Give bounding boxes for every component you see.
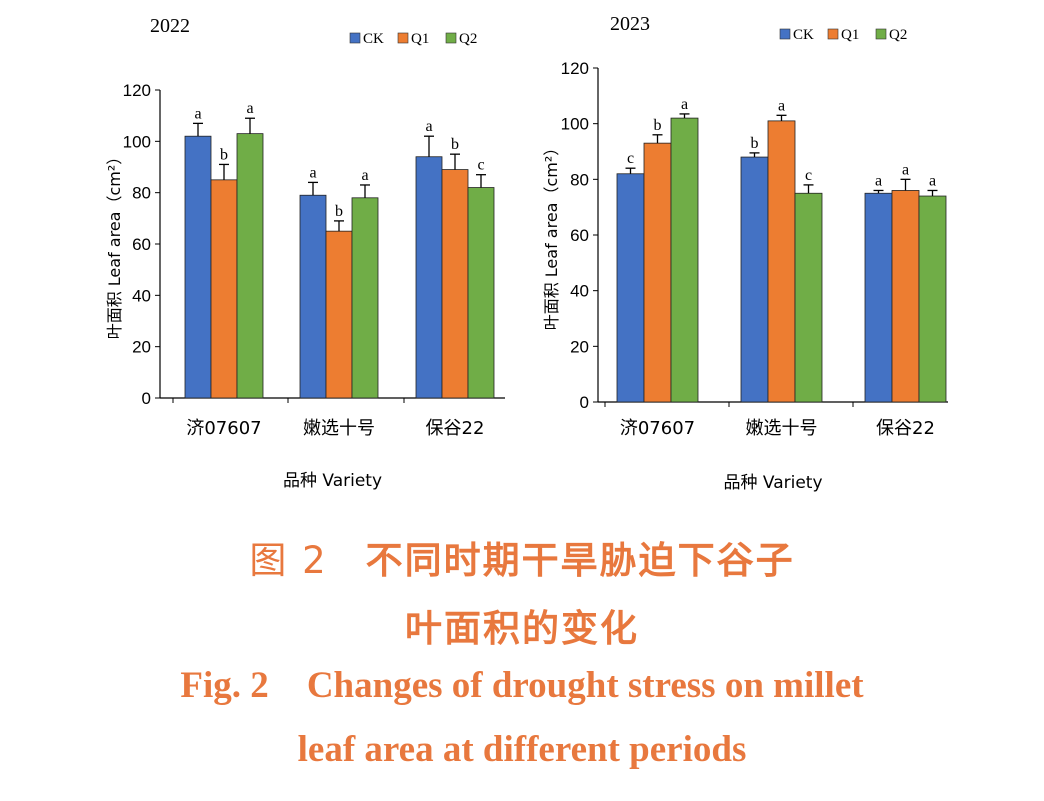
caption-cn-label: 图 2: [249, 539, 328, 582]
caption-cn-line-2: 叶面积的变化: [405, 607, 639, 650]
chart2-sig-letter-q2-2: c: [805, 167, 812, 184]
caption-en-title: Changes of drought stress on millet: [306, 665, 864, 706]
chart1-sig-letter-q1-1: b: [220, 146, 228, 163]
chart2-y-tick-label: 0: [580, 393, 589, 412]
chart2-title: 2023: [610, 13, 650, 35]
chart1-y-tick-label: 80: [132, 184, 151, 203]
chart1-x-tick-label-1: 济07607: [186, 418, 261, 439]
chart2-bar-q1-3: [891, 190, 920, 403]
chart1-legend-swatch-q2: [445, 32, 457, 44]
chart1-y-tick-label: 40: [132, 286, 151, 305]
chart1-legend-label-q1: Q1: [411, 31, 429, 47]
chart1-x-tick-label-2: 嫩选十号: [303, 418, 375, 439]
chart2-legend-label-ck: CK: [793, 27, 814, 43]
chart2-sig-letter-q1-2: a: [778, 97, 785, 114]
caption-en-line-1: Fig. 2 Changes of drought stress on mille…: [0, 664, 1044, 707]
chart2-sig-letter-q2-3: a: [929, 172, 936, 189]
chart1-y-tick-label: 120: [123, 81, 151, 100]
chart2-bar-ck-3: [864, 192, 893, 403]
chart1-sig-letter-q2-3: c: [477, 157, 484, 174]
caption-cn-title: 不同时期干旱胁迫下谷子: [365, 539, 795, 582]
chart1-sig-letter-ck-1: a: [194, 105, 201, 122]
chart2-sig-letter-q2-1: a: [681, 96, 688, 113]
chart2-y-tick-label: 100: [561, 115, 589, 134]
chart1-bar-q2-3: [467, 187, 495, 399]
chart2-legend-swatch-ck: [779, 28, 791, 40]
chart2-y-tick-label: 80: [570, 170, 589, 189]
chart1-legend-swatch-ck: [349, 32, 361, 44]
chart1-sig-letter-q1-3: b: [451, 136, 459, 153]
chart1-y-tick-label: 100: [123, 132, 151, 151]
chart1-y-tick-label: 60: [132, 235, 151, 254]
chart2-sig-letter-ck-2: b: [751, 135, 759, 152]
chart1-y-tick-label: 20: [132, 338, 151, 357]
chart2-sig-letter-q1-1: b: [654, 117, 662, 134]
charts-canvas: 2022 CK Q1 Q2 0 20 40 60 80 100 120 叶面积 Leaf area（c…: [105, 13, 948, 493]
chart2-sig-letter-q1-3: a: [902, 161, 909, 178]
chart2-y-tick-label: 60: [570, 226, 589, 245]
chart2-sig-letter-ck-1: c: [627, 150, 634, 167]
chart2-bar-q1-2: [767, 120, 796, 403]
caption-en-label: Fig. 2: [180, 665, 269, 706]
chart2-legend-label-q2: Q2: [889, 27, 907, 43]
caption-en-line-2: leaf area at different periods: [297, 729, 747, 770]
chart2-legend-label-q1: Q1: [841, 27, 859, 43]
chart2-legend-swatch-q1: [827, 28, 839, 40]
chart1-sig-letter-q1-2: b: [335, 203, 343, 220]
chart1-x-tick-label-3: 保谷22: [426, 418, 485, 439]
chart1-bar-q1-2: [325, 230, 353, 399]
chart1-bar-q2-2: [351, 197, 379, 399]
chart2-bar-q1-1: [643, 142, 672, 403]
chart2-x-tick-label-3: 保谷22: [876, 418, 935, 439]
chart2-bar-q2-1: [670, 117, 699, 403]
chart1-sig-letter-q2-1: a: [246, 100, 253, 117]
chart2-bar-ck-2: [740, 156, 769, 403]
chart2-y-axis-label: 叶面积 Leaf area（cm²）: [542, 140, 561, 331]
chart1-sig-letter-q2-2: a: [361, 167, 368, 184]
chart1-bar-ck-2: [299, 194, 327, 399]
chart2-x-tick-label-1: 济07607: [620, 418, 695, 439]
chart2-x-tick-label-2: 嫩选十号: [746, 418, 818, 439]
chart1-legend-swatch-q1: [397, 32, 409, 44]
chart1-bar-ck-3: [415, 156, 443, 399]
chart2-legend-swatch-q2: [875, 28, 887, 40]
chart2-y-tick-label: 120: [561, 59, 589, 78]
chart1-bar-q2-1: [236, 133, 264, 399]
chart1-y-axis-label: 叶面积 Leaf area（cm²）: [105, 149, 124, 340]
chart2-y-tick-label: 20: [570, 337, 589, 356]
chart1-sig-letter-ck-3: a: [425, 118, 432, 135]
chart1-bar-ck-1: [184, 135, 212, 399]
chart1-legend-label-ck: CK: [363, 31, 384, 47]
chart2-x-axis-label: 品种 Variety: [723, 473, 822, 493]
chart1-title: 2022: [150, 15, 190, 37]
chart1-sig-letter-ck-2: a: [309, 164, 316, 181]
chart1-legend-label-q2: Q2: [459, 31, 477, 47]
chart2-sig-letter-ck-3: a: [875, 172, 882, 189]
chart1-y-tick-label: 0: [142, 389, 151, 408]
chart2-bar-q2-2: [794, 192, 823, 403]
chart1-x-axis-label: 品种 Variety: [283, 471, 382, 491]
chart2-y-tick-label: 40: [570, 282, 589, 301]
chart2-bar-ck-1: [616, 173, 645, 403]
chart1-bar-q1-3: [441, 169, 469, 399]
chart2-bar-q2-3: [918, 195, 947, 403]
chart1-bar-q1-1: [210, 179, 238, 399]
caption-cn-line-1: 图 2 不同时期干旱胁迫下谷子: [0, 530, 1044, 584]
